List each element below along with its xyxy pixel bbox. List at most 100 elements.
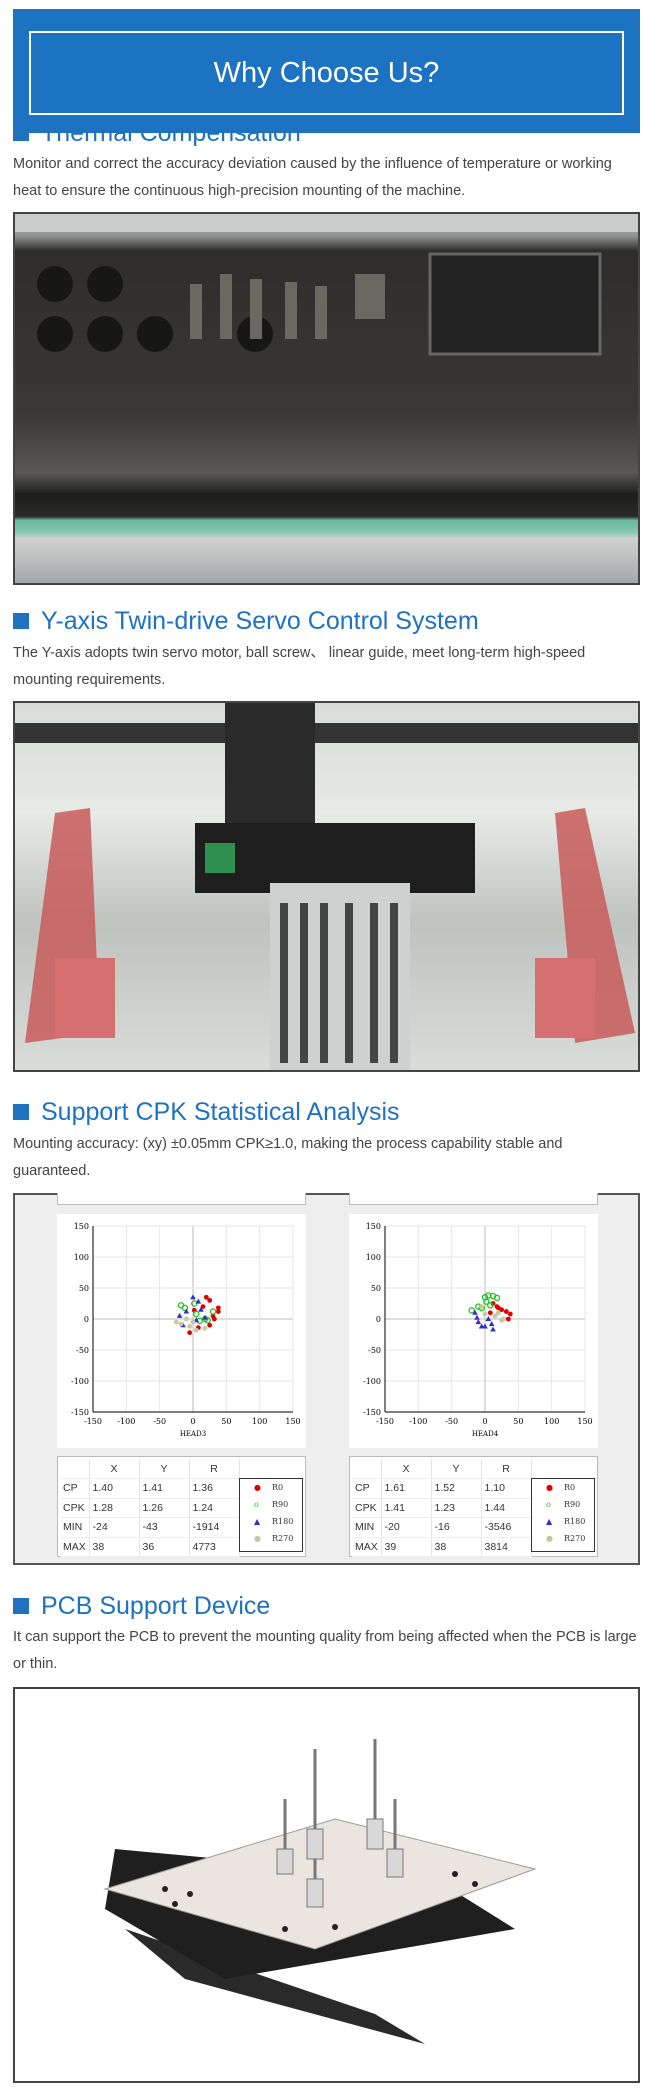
y-tick-label: 100 — [74, 1253, 89, 1262]
y-tick-label: 0 — [84, 1315, 89, 1324]
partial-table-top — [349, 1193, 598, 1205]
y-tick-label: -150 — [363, 1408, 381, 1417]
table-cell: 1.41 — [139, 1478, 190, 1499]
point-r0 — [210, 1313, 216, 1319]
point-r270 — [479, 1304, 485, 1309]
section-title-cpk: Support CPK Statistical Analysis — [13, 1097, 400, 1127]
legend-marker-icon: ● — [254, 1483, 261, 1492]
column-header: Y — [139, 1459, 190, 1479]
y-tick-label: -100 — [363, 1377, 381, 1386]
y-tick-label: 150 — [366, 1222, 381, 1231]
point-r90 — [487, 1302, 494, 1309]
thermal-compensation-photo — [13, 212, 640, 585]
legend-item: ▲ R180 — [254, 1517, 294, 1526]
x-axis-label: HEAD4 — [472, 1430, 499, 1438]
point-r180 — [183, 1308, 190, 1314]
column-header: X — [89, 1459, 140, 1479]
point-r180 — [198, 1306, 204, 1312]
table-cell: -1914 — [189, 1517, 240, 1538]
table-cell: 1.26 — [139, 1498, 190, 1518]
table-cell: MIN — [352, 1517, 382, 1538]
section-title-pcb: PCB Support Device — [13, 1591, 270, 1621]
legend-marker-icon: ▲ — [254, 1517, 261, 1526]
table-cell: 1.41 — [381, 1498, 432, 1518]
table-cell: 1.36 — [189, 1478, 240, 1499]
point-r90 — [483, 1298, 490, 1305]
point-r180 — [490, 1326, 496, 1332]
table-row: CPK 1.41 1.23 1.44 — [352, 1498, 532, 1518]
table-row: MIN -24 -43 -1914 — [60, 1517, 240, 1538]
legend-item: o R90 — [254, 1500, 289, 1509]
x-tick-label: -100 — [117, 1417, 135, 1426]
x-tick-label: 100 — [252, 1417, 267, 1426]
cpk-table-head3: X Y R CP 1.40 1.41 1.36 CPK 1.28 1.26 1.24 MIN -24 -4… — [57, 1456, 306, 1557]
table-cell: -43 — [139, 1517, 190, 1538]
chart-legend: ● R0 o R90 ▲ R180 ● R270 — [531, 1478, 595, 1552]
table-row: MAX 39 38 3814 — [352, 1537, 532, 1557]
point-r270 — [178, 1321, 184, 1327]
y-tick-label: 150 — [74, 1222, 89, 1231]
point-r0 — [495, 1305, 501, 1311]
point-r0 — [200, 1304, 206, 1309]
point-r270 — [187, 1324, 193, 1329]
y-tick-label: 50 — [79, 1284, 89, 1293]
point-r0 — [215, 1305, 221, 1311]
table-cell: 3814 — [481, 1537, 532, 1557]
table-cell: -20 — [381, 1517, 432, 1538]
point-r270 — [495, 1310, 501, 1316]
x-tick-label: 100 — [544, 1417, 559, 1426]
point-r270 — [183, 1316, 189, 1322]
point-r270 — [202, 1325, 208, 1331]
x-axis-label: HEAD3 — [180, 1430, 206, 1438]
x-tick-label: 0 — [482, 1417, 487, 1426]
x-tick-label: 50 — [513, 1417, 523, 1426]
y-tick-label: -100 — [71, 1377, 89, 1386]
legend-marker-icon: o — [254, 1500, 259, 1509]
x-tick-label: 0 — [190, 1417, 195, 1426]
table-cell: 1.10 — [481, 1478, 532, 1499]
point-r0 — [507, 1311, 513, 1317]
table-cell: MAX — [60, 1537, 90, 1557]
point-r90 — [209, 1308, 217, 1315]
table-cell: 36 — [139, 1537, 190, 1557]
scatter-plot-head3: -150 -150 -100 -100 -50 -50 0 0 50 50 100 100 150 150… — [57, 1214, 306, 1448]
column-header: X — [381, 1459, 432, 1479]
header-banner: Why Choose Us? — [13, 9, 640, 133]
y-tick-label: 0 — [376, 1315, 381, 1324]
point-r180 — [488, 1320, 495, 1326]
point-r180 — [474, 1314, 480, 1320]
point-r180 — [176, 1312, 183, 1318]
section-text-y-axis: The Y-axis adopts twin servo motor, ball… — [13, 645, 586, 688]
point-r270 — [482, 1311, 488, 1317]
square-bullet-icon — [13, 1104, 29, 1120]
point-r180 — [190, 1294, 196, 1300]
x-tick-label: -100 — [409, 1417, 427, 1426]
square-bullet-icon — [13, 613, 29, 629]
point-r180 — [475, 1319, 482, 1325]
table-cell: 1.23 — [431, 1498, 482, 1518]
y-tick-label: -50 — [76, 1346, 89, 1355]
point-r0 — [215, 1309, 221, 1314]
table-cell: 1.40 — [89, 1478, 140, 1499]
section-text-thermal: Monitor and correct the accuracy deviati… — [13, 156, 612, 199]
table-cell: -3546 — [481, 1517, 532, 1538]
x-tick-label: 50 — [221, 1417, 231, 1426]
point-r90 — [193, 1310, 200, 1318]
x-tick-label: -150 — [84, 1417, 102, 1426]
table-cell: 1.44 — [481, 1498, 532, 1518]
point-r270 — [190, 1319, 196, 1325]
legend-marker-icon: ● — [254, 1534, 261, 1543]
x-tick-label: 150 — [577, 1417, 592, 1426]
point-r0 — [187, 1330, 193, 1336]
legend-item: ● R0 — [254, 1483, 284, 1492]
point-r270 — [501, 1316, 507, 1322]
table-cell: 39 — [381, 1537, 432, 1557]
table-row: MAX 38 36 4773 — [60, 1537, 240, 1557]
point-r270 — [193, 1327, 199, 1333]
square-bullet-icon — [13, 125, 29, 141]
point-r0 — [207, 1322, 213, 1328]
table-row: MIN -20 -16 -3546 — [352, 1517, 532, 1538]
table-cell: 1.28 — [89, 1498, 140, 1518]
table-cell: 1.24 — [189, 1498, 240, 1518]
